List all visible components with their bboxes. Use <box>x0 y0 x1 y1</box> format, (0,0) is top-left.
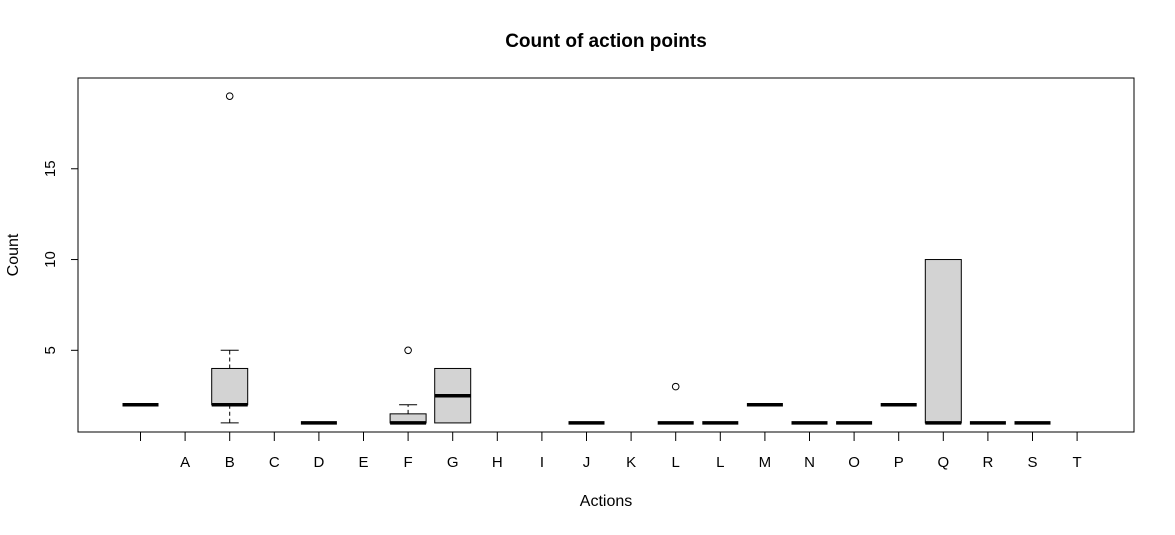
box-group <box>924 259 962 425</box>
x-tick-label: H <box>492 454 503 471</box>
x-axis-title: Actions <box>580 493 632 510</box>
iqr-box <box>211 367 249 406</box>
x-tick-label: I <box>540 454 544 471</box>
box-group <box>657 382 694 425</box>
x-tick-label: J <box>583 454 591 471</box>
y-axis: 5 10 15 <box>42 160 78 354</box>
x-tick-label: T <box>1073 454 1082 471</box>
x-tick-label: P <box>894 454 904 471</box>
x-tick-label: R <box>982 454 993 471</box>
x-tick-label: B <box>225 454 235 471</box>
x-tick-label: K <box>626 454 636 471</box>
y-tick-label: 10 <box>42 251 59 268</box>
x-tick-label: D <box>313 454 324 471</box>
x-tick-label: Q <box>937 454 949 471</box>
chart-title: Count of action points <box>505 31 707 52</box>
box-group <box>211 92 249 424</box>
box-group <box>434 367 472 424</box>
x-tick-label: F <box>404 454 413 471</box>
plot-frame <box>77 77 1135 433</box>
x-tick-label: L <box>672 454 680 471</box>
x-tick-label: A <box>180 454 190 471</box>
x-tick-label: M <box>759 454 772 471</box>
x-tick-label: C <box>269 454 280 471</box>
outlier-point <box>404 346 412 355</box>
y-axis-title: Count <box>5 233 22 276</box>
y-tick-label: 15 <box>42 160 59 177</box>
x-tick-label: N <box>804 454 815 471</box>
x-tick-label: O <box>848 454 860 471</box>
iqr-box <box>924 259 962 424</box>
x-tick-label: L <box>716 454 724 471</box>
outlier-point <box>671 382 680 391</box>
outlier-point <box>225 92 234 100</box>
x-tick-label: S <box>1027 454 1037 471</box>
x-tick-label: E <box>358 454 368 471</box>
boxes-layer <box>122 92 1051 425</box>
y-tick-label: 5 <box>42 346 59 354</box>
box-group <box>389 346 427 425</box>
x-tick-label: G <box>447 454 459 471</box>
